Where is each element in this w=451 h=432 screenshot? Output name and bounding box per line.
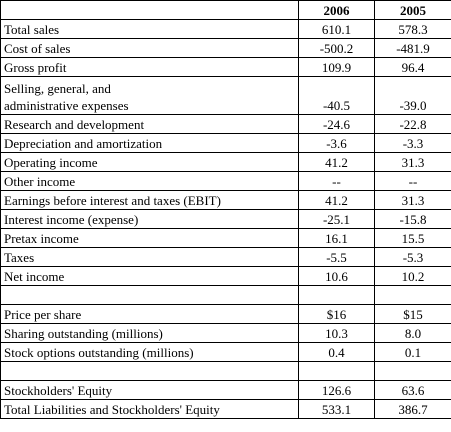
row-price-per-share: Price per share $16 $15 (0, 304, 451, 324)
row-depreciation: Depreciation and amortization -3.6 -3.3 (0, 133, 451, 153)
value-2005: -481.9 (374, 38, 451, 58)
row-label: Taxes (0, 247, 299, 267)
value-2005: -39.0 (374, 76, 451, 115)
value-2006 (298, 361, 375, 381)
value-2005 (374, 285, 451, 305)
value-2005: 0.1 (374, 342, 451, 362)
row-other-income: Other income -- -- (0, 171, 451, 191)
row-stock-options: Stock options outstanding (millions) 0.4… (0, 342, 451, 362)
row-spacer-2 (0, 361, 451, 381)
value-2006: 10.6 (298, 266, 375, 286)
row-label-line-1: Selling, general, and (4, 81, 111, 96)
row-label: Sharing outstanding (millions) (0, 323, 299, 343)
row-label: Gross profit (0, 57, 299, 77)
value-2006: -25.1 (298, 209, 375, 229)
row-stockholders-equity: Stockholders' Equity 126.6 63.6 (0, 380, 451, 400)
row-label: Depreciation and amortization (0, 133, 299, 153)
financial-statement-table: 2006 2005 Total sales 610.1 578.3 Cost o… (0, 0, 451, 419)
value-2006: -3.6 (298, 133, 375, 153)
value-2005: 578.3 (374, 19, 451, 39)
row-label: Other income (0, 171, 299, 191)
value-2006: 109.9 (298, 57, 375, 77)
row-label (0, 285, 299, 305)
row-label: Price per share (0, 304, 299, 324)
value-2006: 41.2 (298, 190, 375, 210)
row-spacer-1 (0, 285, 451, 305)
value-2005: -- (374, 171, 451, 191)
value-2006: -500.2 (298, 38, 375, 58)
row-ebit: Earnings before interest and taxes (EBIT… (0, 190, 451, 210)
value-2006: 41.2 (298, 152, 375, 172)
row-label: Selling, general, and administrative exp… (0, 76, 299, 115)
value-2005: -15.8 (374, 209, 451, 229)
row-label-line-2: administrative expenses (4, 98, 129, 113)
row-label: Pretax income (0, 228, 299, 248)
row-interest-income: Interest income (expense) -25.1 -15.8 (0, 209, 451, 229)
value-2006: 10.3 (298, 323, 375, 343)
row-shares-outstanding: Sharing outstanding (millions) 10.3 8.0 (0, 323, 451, 343)
header-row: 2006 2005 (0, 0, 451, 20)
row-label: Stockholders' Equity (0, 380, 299, 400)
value-2006: -40.5 (298, 76, 375, 115)
row-label: Net income (0, 266, 299, 286)
row-gross-profit: Gross profit 109.9 96.4 (0, 57, 451, 77)
row-total-liabilities-equity: Total Liabilities and Stockholders' Equi… (0, 399, 451, 419)
value-2006: 16.1 (298, 228, 375, 248)
row-sga-expenses: Selling, general, and administrative exp… (0, 76, 451, 115)
value-2005: 386.7 (374, 399, 451, 419)
value-2005: 15.5 (374, 228, 451, 248)
row-label (0, 361, 299, 381)
row-label: Research and development (0, 114, 299, 134)
row-pretax-income: Pretax income 16.1 15.5 (0, 228, 451, 248)
value-2005: -5.3 (374, 247, 451, 267)
value-2006: -24.6 (298, 114, 375, 134)
row-label: Total Liabilities and Stockholders' Equi… (0, 399, 299, 419)
row-net-income: Net income 10.6 10.2 (0, 266, 451, 286)
row-label: Operating income (0, 152, 299, 172)
header-label-cell (0, 0, 299, 20)
value-2006: 0.4 (298, 342, 375, 362)
header-2006: 2006 (298, 0, 375, 20)
row-total-sales: Total sales 610.1 578.3 (0, 19, 451, 39)
value-2005 (374, 361, 451, 381)
value-2006: 126.6 (298, 380, 375, 400)
value-2005: -3.3 (374, 133, 451, 153)
row-label: Total sales (0, 19, 299, 39)
value-2006: $16 (298, 304, 375, 324)
row-taxes: Taxes -5.5 -5.3 (0, 247, 451, 267)
header-2005: 2005 (374, 0, 451, 20)
value-2005: 96.4 (374, 57, 451, 77)
value-2005: 8.0 (374, 323, 451, 343)
value-2005: 10.2 (374, 266, 451, 286)
value-2005: $15 (374, 304, 451, 324)
value-2006: 610.1 (298, 19, 375, 39)
row-operating-income: Operating income 41.2 31.3 (0, 152, 451, 172)
row-cost-of-sales: Cost of sales -500.2 -481.9 (0, 38, 451, 58)
value-2006: -- (298, 171, 375, 191)
value-2005: 31.3 (374, 152, 451, 172)
value-2006 (298, 285, 375, 305)
value-2005: -22.8 (374, 114, 451, 134)
row-label: Stock options outstanding (millions) (0, 342, 299, 362)
value-2005: 31.3 (374, 190, 451, 210)
value-2006: 533.1 (298, 399, 375, 419)
row-label: Cost of sales (0, 38, 299, 58)
value-2006: -5.5 (298, 247, 375, 267)
value-2005: 63.6 (374, 380, 451, 400)
row-label: Earnings before interest and taxes (EBIT… (0, 190, 299, 210)
row-label: Interest income (expense) (0, 209, 299, 229)
row-research-development: Research and development -24.6 -22.8 (0, 114, 451, 134)
